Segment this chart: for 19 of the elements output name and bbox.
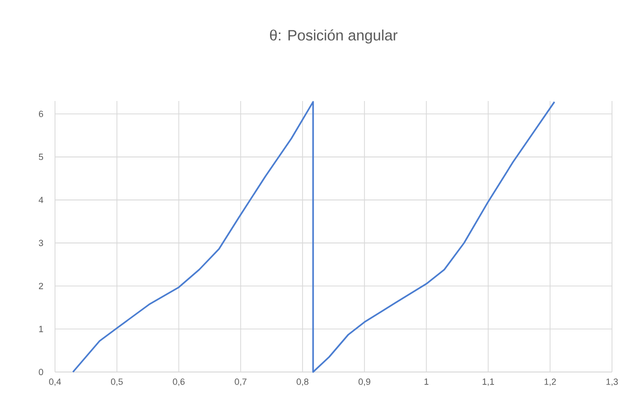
x-tick-label: 0,4 [49, 378, 61, 386]
line-series [72, 101, 556, 373]
x-tick-label: 0,9 [358, 378, 370, 386]
y-tick-label: 5 [38, 154, 44, 160]
y-tick-label: 6 [38, 110, 44, 118]
x-tick-label: 1,1 [482, 378, 494, 386]
x-tick-label: 1,2 [544, 378, 556, 386]
y-tick-label: 1 [39, 326, 44, 332]
x-tick-label: 0,6 [172, 378, 185, 386]
y-tick-label: 2 [38, 282, 44, 290]
chart-title: θ: Posición angular [270, 29, 398, 44]
y-tick-label: 3 [38, 240, 44, 246]
x-tick-label: 1 [424, 378, 428, 385]
x-tick-label: 0,8 [296, 378, 308, 386]
x-tick-label: 0,5 [111, 378, 123, 386]
y-tick-label: 4 [38, 196, 44, 204]
y-tick-label: 0 [38, 368, 44, 376]
x-tick-label: 0,7 [234, 378, 246, 386]
x-tick-label: 1,3 [606, 378, 618, 386]
